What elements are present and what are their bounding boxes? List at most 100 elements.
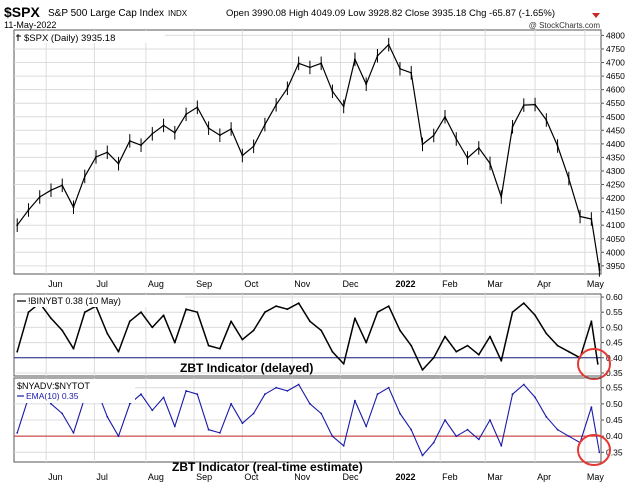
data-point-13: [162, 396, 165, 399]
ytick-label-1: 4000: [606, 247, 625, 257]
zbt-realtime-legend: EMA(10) 0.35: [26, 391, 79, 401]
zbt-realtime-x-axis: Jun Jul Aug Sep Oct Nov Dec 2022 Feb Mar Apr May: [48, 472, 604, 482]
ytick-label-1: 0.40: [606, 431, 623, 441]
data-point-5: [72, 347, 75, 350]
bottom-xtick-label-8: Feb: [442, 472, 458, 482]
xtick-label-4: Oct: [244, 279, 259, 289]
ytick-label-0: 0.35: [606, 368, 623, 378]
data-point-46: [534, 314, 536, 317]
data-point-6: [83, 311, 86, 314]
data-point-34: [399, 329, 401, 332]
data-point-24: [286, 390, 289, 392]
data-point-23: [275, 386, 277, 389]
data-point-16: [196, 311, 199, 314]
data-point-17: [207, 428, 210, 431]
data-point-11: [140, 311, 142, 314]
bottom-xtick-label-1: Jul: [96, 472, 108, 482]
data-point-51: [590, 406, 593, 408]
index-name: S&P 500 Large Cap Index INDX: [48, 8, 188, 19]
xtick-label-5: Nov: [294, 279, 311, 289]
data-point-12: [151, 326, 154, 329]
ytick-label-16: 4750: [606, 44, 625, 54]
ytick-label-5: 0.60: [606, 292, 623, 302]
ytick-label-4: 0.55: [606, 383, 623, 393]
zbt-delayed-y-axis: 0.35 0.40 0.45 0.50 0.55 0.60: [601, 292, 623, 378]
data-point-25: [297, 383, 300, 386]
data-point-49: [567, 350, 570, 353]
data-point-40: [466, 344, 469, 347]
ytick-label-3: 0.50: [606, 322, 623, 332]
exchange-label: INDX: [168, 9, 188, 18]
data-point-32: [376, 393, 379, 396]
bottom-xtick-label-0: Jun: [48, 472, 63, 482]
zbt-delayed-highlight-circle: [577, 348, 611, 380]
data-point-21: [252, 412, 255, 415]
data-point-43: [500, 359, 503, 362]
data-point-39: [455, 435, 458, 438]
ytick-label-15: 4700: [606, 58, 625, 68]
xtick-label-1: Jul: [96, 279, 108, 289]
down-triangle-icon: [592, 13, 600, 18]
price-legend-icon: [16, 34, 21, 41]
series-line: [16, 302, 599, 371]
data-point-41: [477, 353, 480, 356]
price-x-axis: Jun Jul Aug Sep Oct Nov Dec 2022 Feb Mar Apr May: [48, 279, 604, 289]
data-point-29: [342, 444, 345, 447]
bottom-xtick-label-4: Oct: [244, 472, 259, 482]
data-point-33: [387, 305, 390, 307]
zbt-delayed-legend-box: [15, 295, 185, 307]
xtick-label-11: May: [587, 279, 605, 289]
ytick-label-3: 4100: [606, 220, 625, 230]
data-point-18: [219, 347, 221, 350]
data-point-49: [567, 435, 570, 438]
chart-date: 11-May-2022: [4, 20, 56, 30]
price-panel-frame: [13, 29, 602, 275]
data-point-11: [140, 393, 142, 396]
ytick-label-10: 4450: [606, 125, 625, 135]
data-point-17: [207, 344, 210, 347]
data-point-15: [185, 390, 188, 392]
price-grid: [14, 30, 601, 274]
data-point-51: [590, 320, 593, 323]
zbt-delayed-grid: [14, 294, 601, 376]
data-point-45: [522, 302, 525, 304]
ytick-label-2: 0.45: [606, 415, 623, 425]
data-point-0: [16, 432, 19, 434]
data-point-0: [16, 350, 19, 353]
data-point-19: [230, 320, 233, 323]
data-point-32: [376, 311, 379, 314]
data-point-40: [466, 428, 469, 431]
bottom-xtick-label-3: Sep: [196, 472, 212, 482]
data-point-47: [545, 332, 548, 335]
data-point-12: [151, 409, 154, 412]
data-point-34: [399, 412, 401, 415]
quote-line: Open 3990.08 High 4049.09 Low 3928.82 Cl…: [226, 8, 555, 19]
data-point-46: [534, 396, 536, 399]
data-point-22: [264, 311, 266, 314]
ytick-label-4: 4150: [606, 207, 625, 217]
bottom-xtick-label-7: 2022: [396, 472, 416, 482]
bottom-xtick-label-10: Apr: [537, 472, 551, 482]
data-point-36: [421, 454, 424, 457]
xtick-label-6: Dec: [342, 279, 359, 289]
data-point-48: [556, 428, 559, 431]
xtick-label-8: Feb: [442, 279, 458, 289]
data-point-10: [128, 320, 131, 323]
ytick-label-5: 4200: [606, 193, 625, 203]
data-point-42: [489, 419, 491, 421]
ytick-label-0: 0.35: [606, 447, 623, 457]
data-point-9: [117, 435, 120, 438]
data-point-10: [128, 402, 131, 405]
zbt-realtime-legend-box: [15, 379, 135, 403]
data-point-8: [106, 415, 109, 418]
data-point-38: [444, 335, 446, 338]
index-name-text: S&P 500 Large Cap Index: [48, 8, 164, 19]
data-point-29: [342, 363, 345, 365]
ticker-symbol: $SPX: [4, 4, 40, 20]
ytick-label-13: 4600: [606, 85, 625, 95]
data-point-45: [522, 383, 525, 386]
data-point-35: [410, 428, 413, 431]
data-point-39: [455, 350, 458, 353]
ytick-label-1: 0.40: [606, 353, 623, 363]
